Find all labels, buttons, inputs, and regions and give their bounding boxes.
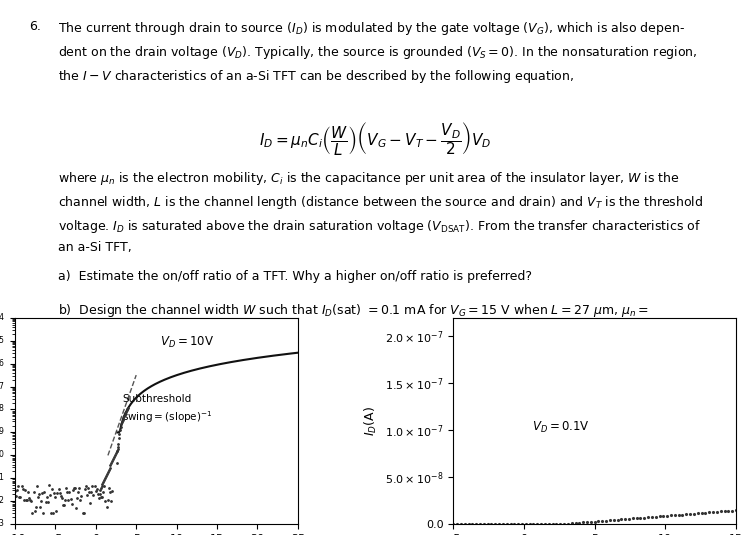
Text: a)  Estimate the on/off ratio of a TFT. Why a higher on/off ratio is preferred?: a) Estimate the on/off ratio of a TFT. W… — [59, 270, 532, 283]
Text: The current through drain to source ($I_D$) is modulated by the gate voltage ($V: The current through drain to source ($I_… — [59, 20, 698, 85]
Y-axis label: $I_D$(A): $I_D$(A) — [363, 406, 379, 436]
Text: $I_D = \mu_n C_i \left(\dfrac{W}{L}\right)\left(V_G - V_T - \dfrac{V_D}{2}\right: $I_D = \mu_n C_i \left(\dfrac{W}{L}\righ… — [259, 120, 492, 157]
Text: $V_D = 10$V: $V_D = 10$V — [161, 335, 215, 350]
Text: 6.: 6. — [29, 20, 41, 33]
Text: b)  Design the channel width $W$ such that $I_D$(sat) $= 0.1$ mA for $V_G = 15$ : b) Design the channel width $W$ such tha… — [59, 302, 649, 346]
Text: where $\mu_n$ is the electron mobility, $C_i$ is the capacitance per unit area o: where $\mu_n$ is the electron mobility, … — [59, 170, 704, 254]
Text: $V_D = 0.1$V: $V_D = 0.1$V — [532, 421, 590, 435]
Text: Subthreshold
swing$=$(slope)$^{-1}$: Subthreshold swing$=$(slope)$^{-1}$ — [122, 394, 213, 425]
